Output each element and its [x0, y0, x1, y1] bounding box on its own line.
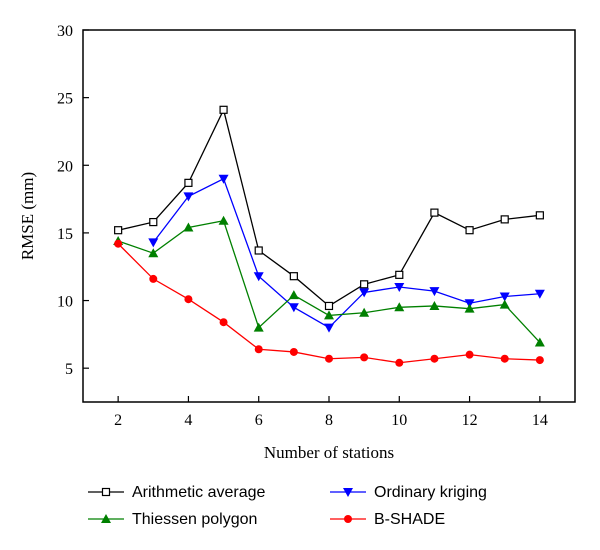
b-shade-point: [184, 295, 193, 304]
x-tick-label: 2: [114, 412, 122, 429]
arithmetic-average-point: [184, 178, 193, 187]
arithmetic-average-point: [149, 217, 158, 227]
x-tick-label: 8: [325, 412, 333, 429]
thiessen-polygon-point: [359, 307, 370, 317]
y-tick-label: 10: [57, 294, 73, 311]
b-shade-point: [360, 353, 369, 362]
arithmetic-average-point: [535, 211, 544, 220]
legend-swatch-marker: [343, 488, 353, 497]
b-shade-point: [430, 354, 439, 363]
thiessen-polygon-point: [429, 300, 440, 310]
ordinary-kriging-point: [253, 272, 264, 282]
b-shade-points: [114, 239, 544, 367]
arithmetic-average-point: [465, 226, 474, 235]
arithmetic-average-point: [254, 246, 263, 255]
series-markers: [113, 105, 545, 367]
ordinary-kriging-point: [394, 283, 405, 293]
legend-swatch-marker: [101, 487, 111, 497]
legend: Arithmetic average Ordinary kriging Thiess…: [88, 484, 487, 528]
b-shade-point: [114, 239, 123, 248]
b-shade-point: [395, 358, 404, 367]
b-shade-point: [219, 318, 228, 327]
legend-swatch-marker: [344, 515, 352, 523]
ordinary-kriging-point: [218, 174, 229, 184]
arithmetic-average-point: [500, 215, 509, 224]
b-shade-point: [289, 347, 298, 356]
ordinary-kriging-point: [534, 289, 545, 299]
ordinary-kriging-point: [499, 292, 510, 302]
b-shade-point: [500, 354, 509, 363]
legend-item-b-shade: B-SHADE: [330, 511, 445, 528]
axis-ticks: 2 4 6 8 10 12 14 5 10 15 20 25 30: [57, 23, 548, 429]
y-tick-label: 20: [57, 158, 73, 175]
b-shade-point: [325, 354, 333, 363]
arithmetic-average-line: [117, 107, 540, 307]
b-shade-point: [465, 350, 474, 359]
b-shade-point: [535, 356, 544, 365]
x-tick-label: 4: [184, 412, 192, 429]
x-tick-label: 14: [532, 412, 548, 429]
arithmetic-average-point: [289, 272, 298, 281]
thiessen-polygon-point: [534, 337, 545, 347]
b-shade-point: [254, 345, 263, 354]
legend-item-thiessen-polygon: Thiessen polygon: [88, 511, 257, 528]
ordinary-kriging-line: [152, 177, 540, 329]
x-axis-title: Number of stations: [264, 443, 394, 462]
legend-item-ordinary-kriging: Ordinary kriging: [330, 484, 487, 501]
ordinary-kriging-point: [359, 288, 370, 298]
arithmetic-average-point: [324, 301, 334, 311]
ordinary-kriging-point: [148, 238, 159, 248]
thiessen-polygon-point: [464, 303, 475, 313]
ordinary-kriging-point: [429, 287, 440, 297]
ordinary-kriging-points: [148, 174, 545, 333]
ordinary-kriging-point: [324, 323, 334, 333]
thiessen-polygon-point: [218, 215, 229, 225]
arithmetic-average-point: [360, 280, 369, 289]
y-tick-label: 30: [57, 23, 73, 40]
thiessen-polygon-point: [324, 310, 334, 320]
arithmetic-average-points: [114, 105, 544, 311]
b-shade-point: [149, 274, 158, 283]
y-tick-label: 5: [65, 361, 73, 378]
legend-label: Thiessen polygon: [132, 511, 257, 528]
x-tick-label: 10: [391, 412, 407, 429]
legend-label: B-SHADE: [374, 511, 445, 528]
y-tick-label: 15: [57, 226, 73, 243]
arithmetic-average-point: [395, 270, 404, 279]
ordinary-kriging-point: [183, 192, 194, 202]
thiessen-polygon-point: [253, 322, 264, 332]
thiessen-polygon-point: [183, 222, 194, 232]
thiessen-polygon-point: [394, 302, 405, 312]
arithmetic-average-point: [430, 208, 439, 217]
ordinary-kriging-point: [288, 303, 299, 313]
y-tick-label: 25: [57, 91, 73, 108]
legend-label: Arithmetic average: [132, 484, 265, 501]
y-axis-title: RMSE (mm): [18, 172, 37, 260]
arithmetic-average-point: [114, 226, 123, 235]
arithmetic-average-point: [219, 105, 228, 114]
thiessen-polygon-point: [288, 290, 299, 300]
legend-item-arithmetic-average: Arithmetic average: [88, 484, 265, 501]
legend-swatch-marker: [101, 514, 111, 523]
thiessen-polygon-point: [148, 248, 159, 258]
legend-label: Ordinary kriging: [374, 484, 487, 501]
x-tick-label: 12: [462, 412, 478, 429]
x-tick-label: 6: [255, 412, 263, 429]
thiessen-polygon-point: [499, 299, 510, 309]
